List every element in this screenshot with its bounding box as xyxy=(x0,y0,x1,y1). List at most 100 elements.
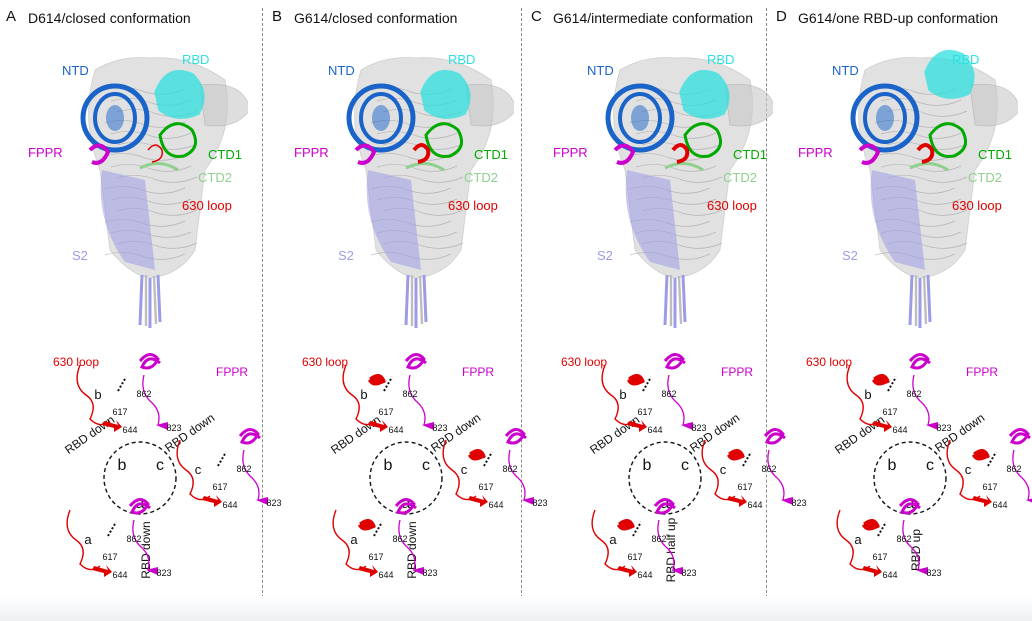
ctd1-label: CTD1 xyxy=(208,147,242,162)
ntd-label: NTD xyxy=(832,63,859,78)
panel-divider xyxy=(766,8,767,613)
s2-label: S2 xyxy=(72,248,88,263)
rbd-a-label: RBD half up xyxy=(664,517,678,582)
residue-644-label: 644 xyxy=(388,425,403,435)
residue-617-label: 617 xyxy=(212,482,227,492)
residue-617-label: 617 xyxy=(882,407,897,417)
ctd1-label: CTD1 xyxy=(733,147,767,162)
scheme-630-loop-label: 630 loop xyxy=(806,355,852,369)
protomer-b-motif xyxy=(601,353,693,432)
panel-b: B G614/closed conformation NTD RBD FPPR CTD1 C… xyxy=(266,0,548,621)
residue-644-label: 644 xyxy=(488,500,503,510)
residue-823-label: 823 xyxy=(681,568,696,578)
spike-structure-illustration xyxy=(850,49,1018,328)
panel-divider xyxy=(262,8,263,613)
panel-letter: D xyxy=(776,8,787,25)
rbd-a-label: RBD up xyxy=(909,529,923,571)
scheme-630-loop-label: 630 loop xyxy=(561,355,607,369)
residue-644-label: 644 xyxy=(747,500,762,510)
residue-644-label: 644 xyxy=(122,425,137,435)
residue-823-label: 823 xyxy=(791,498,806,508)
s2-label: S2 xyxy=(842,248,858,263)
residue-862-label: 862 xyxy=(761,464,776,474)
scheme-fppr-label: FPPR xyxy=(216,365,248,379)
residue-823-label: 823 xyxy=(422,568,437,578)
scheme-fppr-label: FPPR xyxy=(462,365,494,379)
residue-862-label: 862 xyxy=(126,534,141,544)
protomer-letter: b xyxy=(864,387,871,402)
spike-structure-illustration xyxy=(80,57,248,328)
rbd-label: RBD xyxy=(707,52,735,67)
protomer-letter: a xyxy=(84,532,92,547)
residue-644-label: 644 xyxy=(992,500,1007,510)
protomer-c-motif xyxy=(701,428,793,507)
protomer-b-motif xyxy=(76,353,168,432)
s2-label: S2 xyxy=(338,248,354,263)
rbd-label: RBD xyxy=(448,52,476,67)
residue-862-label: 862 xyxy=(402,389,417,399)
protomer-b-motif xyxy=(342,353,434,432)
residue-617-label: 617 xyxy=(627,552,642,562)
protomer-letter: a xyxy=(350,532,358,547)
residue-644-label: 644 xyxy=(378,570,393,580)
protomer-a-motif xyxy=(66,498,158,577)
residue-862-label: 862 xyxy=(392,534,407,544)
residue-823-label: 823 xyxy=(926,568,941,578)
residue-617-label: 617 xyxy=(872,552,887,562)
protomer-c-center-label: c xyxy=(681,457,689,474)
ctd2-label: CTD2 xyxy=(968,170,1002,185)
residue-617-label: 617 xyxy=(982,482,997,492)
scheme-fppr-label: FPPR xyxy=(966,365,998,379)
scheme-fppr-label: FPPR xyxy=(721,365,753,379)
residue-823-label: 823 xyxy=(691,423,706,433)
ctd1-label: CTD1 xyxy=(978,147,1012,162)
rbd-label: RBD xyxy=(952,52,980,67)
residue-862-label: 862 xyxy=(136,389,151,399)
protomer-a-motif xyxy=(332,498,424,577)
ctd1-label: CTD1 xyxy=(474,147,508,162)
panel-letter: A xyxy=(6,8,17,25)
protomer-b-motif xyxy=(846,353,938,432)
fppr-label: FPPR xyxy=(294,145,329,160)
spike-structure-illustration xyxy=(605,57,773,328)
bottom-shade xyxy=(0,596,1032,621)
protomer-c-center-label: c xyxy=(156,457,164,474)
protomer-c-center-label: c xyxy=(926,457,934,474)
panel-title: G614/intermediate conformation xyxy=(553,10,753,26)
residue-862-label: 862 xyxy=(906,389,921,399)
protomer-b-center-label: b xyxy=(384,457,393,474)
protomer-c-motif xyxy=(442,428,534,507)
ctd2-label: CTD2 xyxy=(464,170,498,185)
protomer-b-center-label: b xyxy=(643,457,652,474)
scheme-630-loop-label: 630 loop xyxy=(53,355,99,369)
ctd2-label: CTD2 xyxy=(198,170,232,185)
residue-644-label: 644 xyxy=(647,425,662,435)
residue-617-label: 617 xyxy=(478,482,493,492)
scheme-630-loop-label: 630 loop xyxy=(302,355,348,369)
panel-title: G614/one RBD-up conformation xyxy=(798,10,998,26)
residue-862-label: 862 xyxy=(1006,464,1021,474)
protomer-letter: b xyxy=(619,387,626,402)
residue-617-label: 617 xyxy=(637,407,652,417)
residue-823-label: 823 xyxy=(156,568,171,578)
residue-823-label: 823 xyxy=(532,498,547,508)
protomer-b-center-label: b xyxy=(888,457,897,474)
residue-617-label: 617 xyxy=(737,482,752,492)
protomer-letter: a xyxy=(854,532,862,547)
residue-862-label: 862 xyxy=(661,389,676,399)
residue-644-label: 644 xyxy=(882,570,897,580)
protomer-letter: b xyxy=(360,387,367,402)
panel-title: G614/closed conformation xyxy=(294,10,458,26)
s2-label: S2 xyxy=(597,248,613,263)
protomer-letter: c xyxy=(965,462,972,477)
protomer-letter: c xyxy=(195,462,202,477)
residue-617-label: 617 xyxy=(368,552,383,562)
loop-label: 630 loop xyxy=(448,198,498,213)
panel-title: D614/closed conformation xyxy=(28,10,191,26)
residue-617-label: 617 xyxy=(102,552,117,562)
residue-823-label: 823 xyxy=(266,498,281,508)
residue-823-label: 823 xyxy=(936,423,951,433)
